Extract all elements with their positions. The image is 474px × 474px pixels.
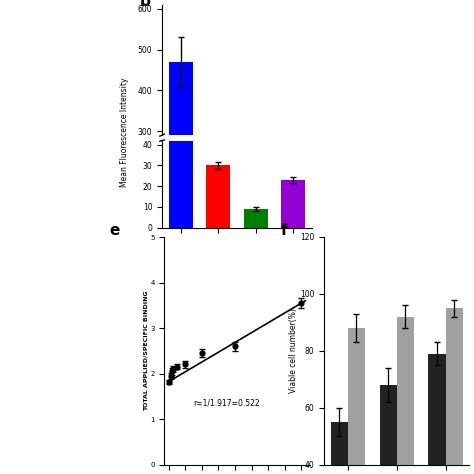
Bar (206, 241, 230, 253)
Bar (348, 328, 365, 474)
Bar (380, 385, 397, 474)
Bar (446, 308, 463, 474)
Bar (244, 209, 268, 228)
Text: f: f (281, 223, 287, 238)
Bar (169, 62, 193, 253)
Y-axis label: Viable cell number(%): Viable cell number(%) (290, 308, 299, 393)
Bar (397, 317, 414, 474)
Bar (206, 165, 230, 228)
Text: r=1/1.917=0.522: r=1/1.917=0.522 (193, 398, 260, 407)
Text: e: e (109, 223, 119, 238)
Bar (169, 0, 193, 228)
Bar (281, 180, 305, 228)
Bar (281, 244, 305, 253)
Y-axis label: Mean Fluorescence Intensity: Mean Fluorescence Intensity (120, 77, 129, 187)
Bar (331, 422, 348, 474)
Text: b: b (140, 0, 150, 9)
Bar (428, 354, 446, 474)
Y-axis label: TOTAL APPLIED/SPECIFIC BINDING: TOTAL APPLIED/SPECIFIC BINDING (144, 291, 149, 411)
Bar (244, 250, 268, 253)
